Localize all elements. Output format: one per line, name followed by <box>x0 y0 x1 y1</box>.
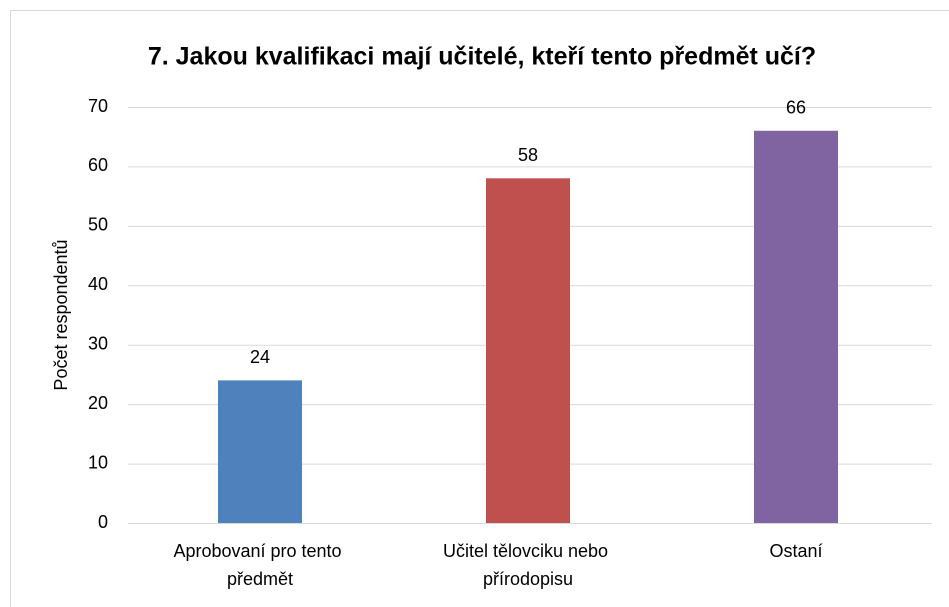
x-tick-label: Aprobovaní pro tento předmět <box>173 541 346 589</box>
y-tick-label: 70 <box>88 96 108 116</box>
chart-title: 7. Jakou kvalifikaci mají učitelé, kteří… <box>148 43 816 71</box>
data-label: 66 <box>786 98 806 118</box>
y-tick-label: 0 <box>98 512 108 532</box>
data-label: 58 <box>518 145 538 165</box>
y-tick-label: 20 <box>88 393 108 413</box>
bar <box>486 178 570 524</box>
y-tick-label: 10 <box>88 452 108 472</box>
y-tick-label: 30 <box>88 333 108 353</box>
bar <box>218 380 302 523</box>
data-label: 24 <box>250 347 270 367</box>
x-tick-label: Učitel tělovciku nebo přírodopisu <box>443 541 613 589</box>
y-axis-label: Počet respondentů <box>51 239 71 390</box>
y-tick-label: 40 <box>88 274 108 294</box>
bar <box>754 130 838 523</box>
y-tick-label: 50 <box>88 215 108 235</box>
x-tick-label: Ostaní <box>769 541 822 561</box>
y-tick-label: 60 <box>88 155 108 175</box>
